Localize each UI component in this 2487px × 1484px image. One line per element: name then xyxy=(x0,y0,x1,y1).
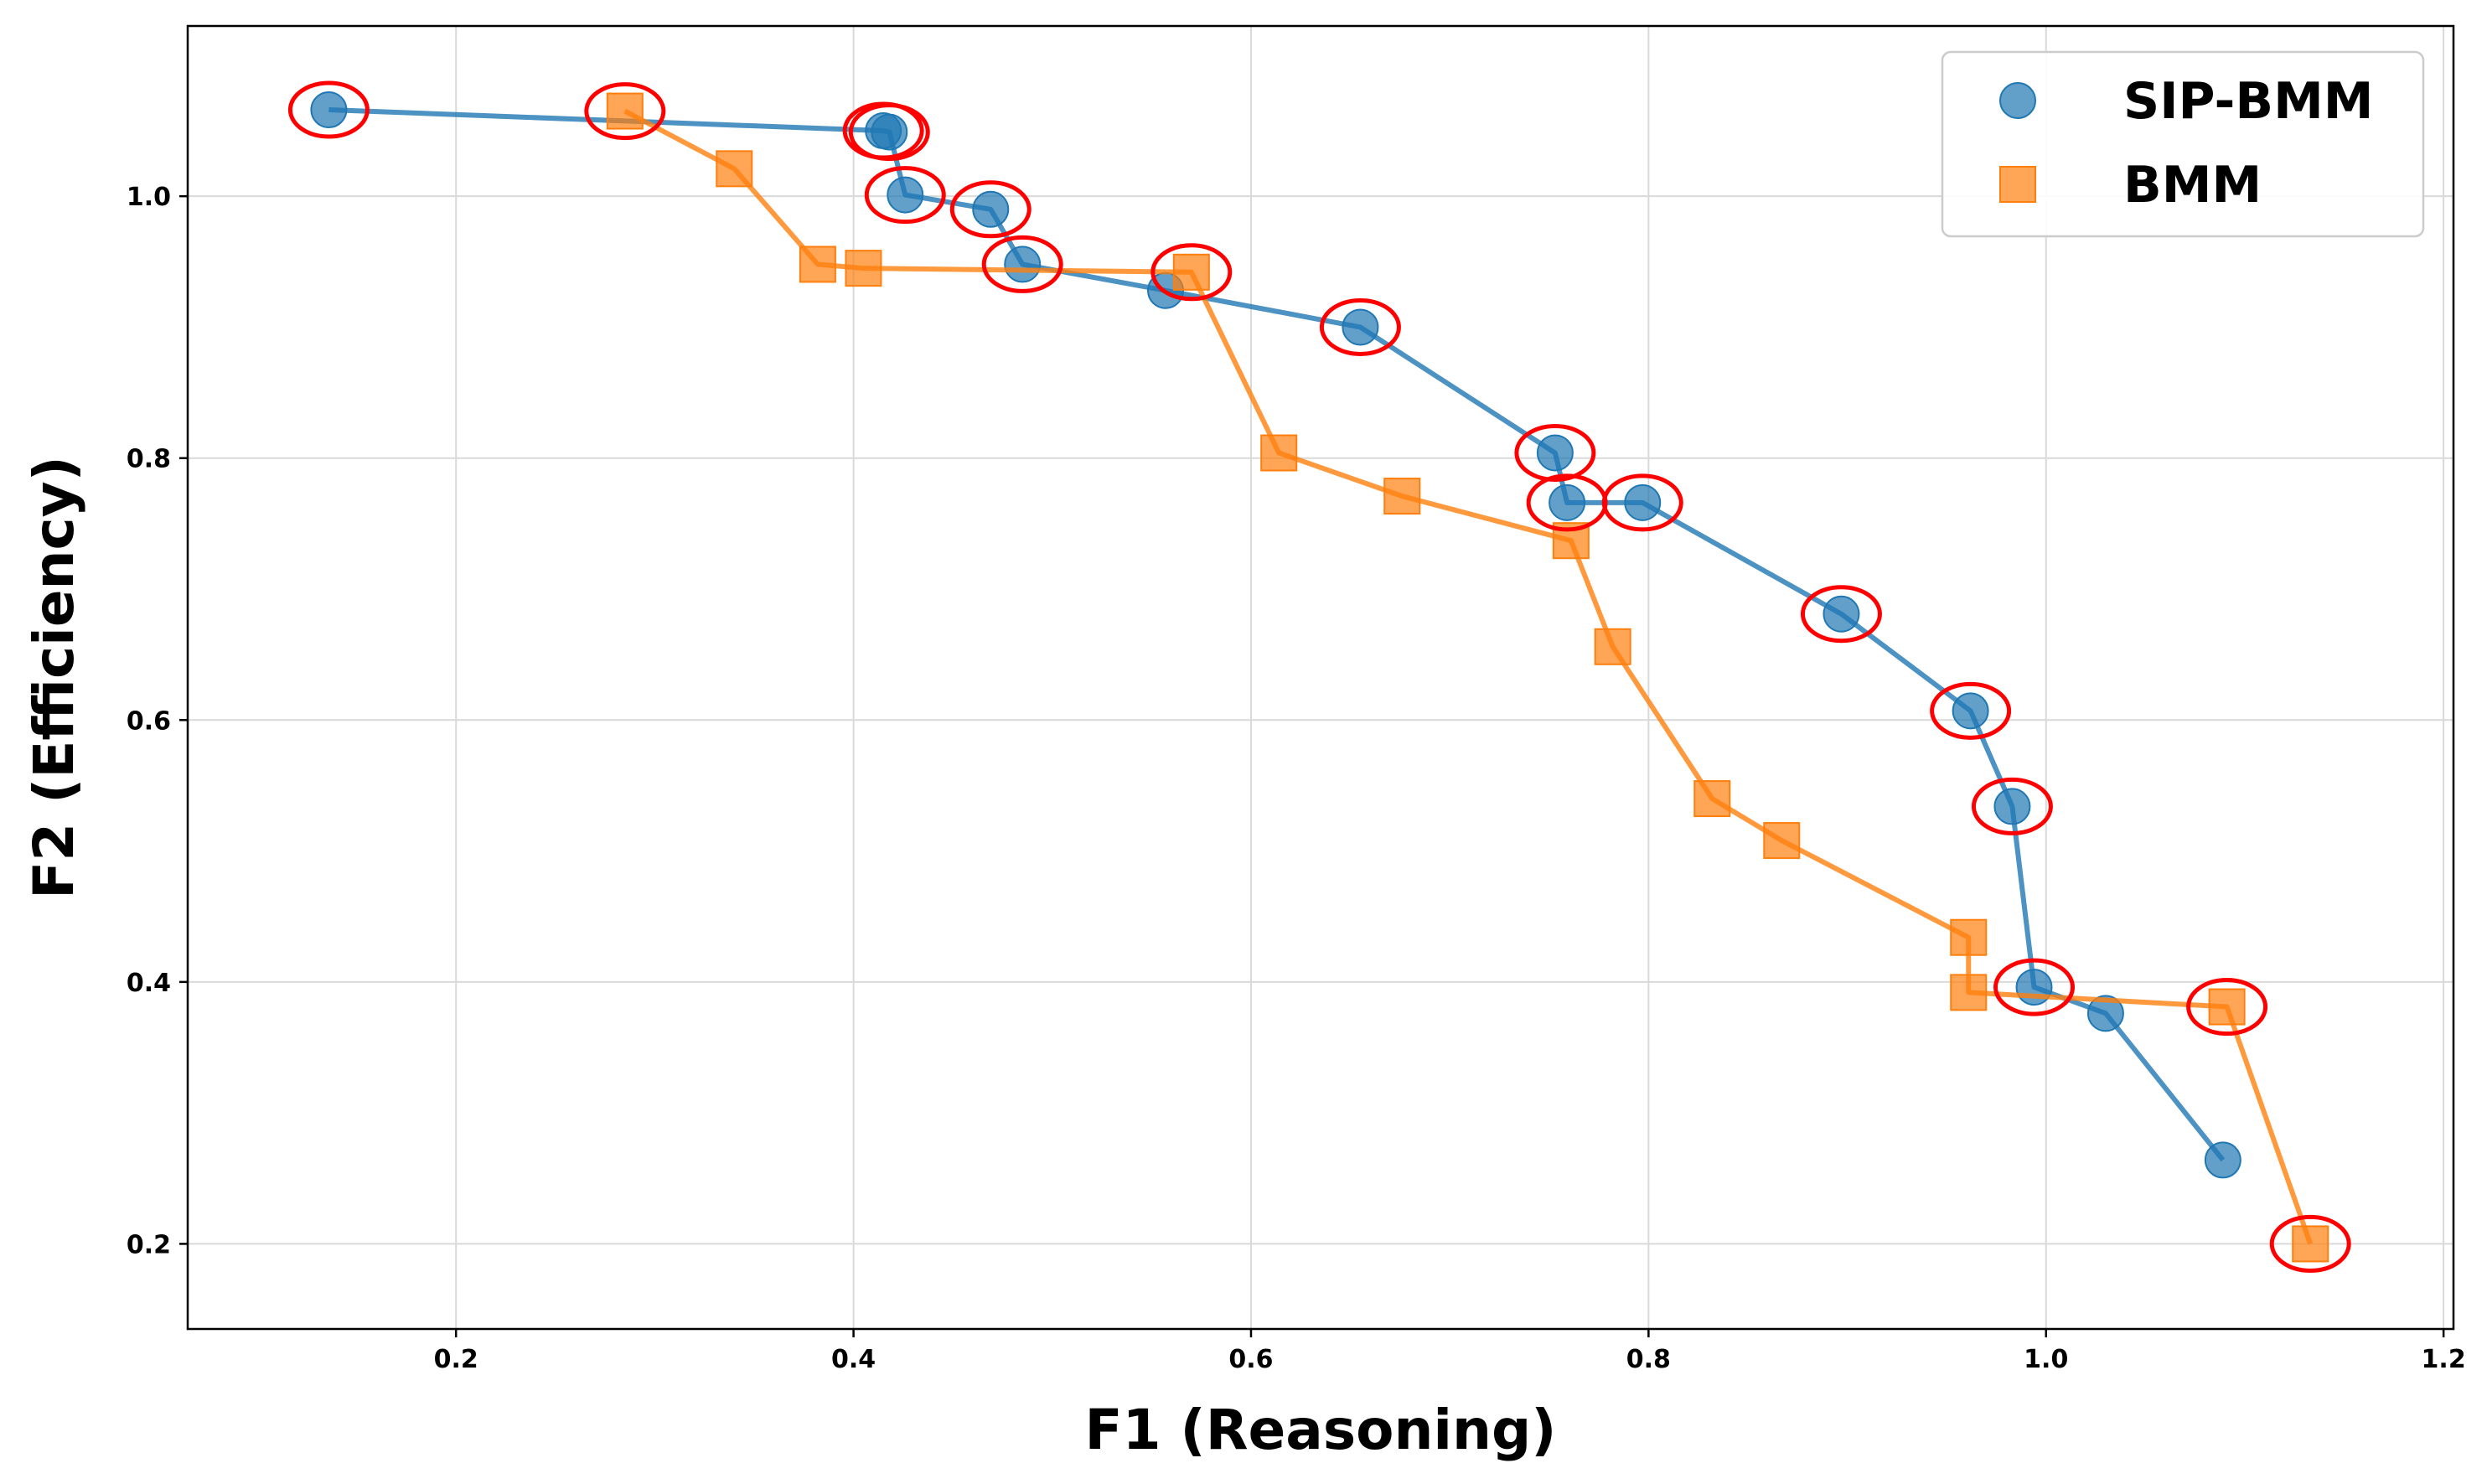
x-tick-label: 0.6 xyxy=(1228,1345,1273,1374)
highlight-ellipse xyxy=(287,80,370,139)
highlight-ellipse xyxy=(1514,423,1596,482)
bmm-point xyxy=(1594,628,1631,665)
bmm-point xyxy=(606,92,644,130)
bmm-point xyxy=(1172,253,1210,291)
sip-bmm-point xyxy=(1004,246,1042,283)
highlight-ellipse xyxy=(848,103,930,162)
y-tick-label: 0.6 xyxy=(127,706,171,736)
sip-bmm-point xyxy=(2015,969,2053,1006)
sip-bmm-point xyxy=(1536,434,1574,472)
series-sip-bmm xyxy=(310,91,2241,1179)
highlight-ellipse xyxy=(1150,243,1233,302)
sip-bmm-point xyxy=(1624,483,1662,521)
series-layer xyxy=(310,91,2329,1263)
sip-bmm-point xyxy=(871,113,908,151)
highlight-ellipse xyxy=(1930,681,2012,740)
y-axis-title: F2 (Efficiency) xyxy=(22,456,86,899)
y-tick-label: 0.4 xyxy=(127,969,171,998)
highlight-ellipse xyxy=(981,235,1063,293)
bmm-point xyxy=(2292,1225,2329,1263)
legend-marker-bmm xyxy=(1999,166,2036,203)
highlight-ellipse xyxy=(1800,585,1882,644)
x-tick-label: 0.4 xyxy=(831,1345,876,1374)
sip-bmm-point xyxy=(310,91,348,129)
x-tick-label: 1.0 xyxy=(2024,1345,2068,1374)
x-tick-label: 1.2 xyxy=(2422,1345,2466,1374)
sip-bmm-point xyxy=(887,176,924,214)
highlight-ellipse xyxy=(584,82,666,141)
bmm-point xyxy=(716,150,753,188)
highlight-ellipse xyxy=(1601,473,1683,532)
sip-bmm-point xyxy=(2086,995,2124,1032)
bmm-point xyxy=(1383,478,1421,515)
highlight-layer xyxy=(287,80,2351,1273)
grid xyxy=(188,26,2453,1329)
sip-bmm-line xyxy=(328,107,2226,1162)
sip-bmm-point xyxy=(1823,595,1860,633)
axis-ticks: 0.2 0.4 0.6 0.8 1.0 1.2 0.2 0.4 0.6 0.8 1.0 xyxy=(127,183,2466,1374)
highlight-ellipse xyxy=(2269,1214,2351,1273)
legend-marker-sip-bmm xyxy=(1999,82,2036,119)
bmm-point xyxy=(1260,434,1298,472)
bmm-point xyxy=(1763,822,1801,860)
highlight-ellipse xyxy=(949,180,1032,239)
series-bmm xyxy=(606,92,2329,1263)
x-tick-label: 0.8 xyxy=(1626,1345,1671,1374)
bmm-point xyxy=(799,246,836,283)
x-tick-label: 0.2 xyxy=(434,1345,478,1374)
y-tick-label: 0.8 xyxy=(127,445,171,474)
sip-bmm-point xyxy=(1342,308,1379,346)
highlight-ellipse xyxy=(1993,958,2076,1016)
sip-bmm-point xyxy=(1549,483,1586,521)
bmm-point xyxy=(2208,988,2246,1026)
legend-label-bmm: BMM xyxy=(2123,156,2262,215)
plot-frame xyxy=(186,24,2455,1331)
bmm-point xyxy=(845,250,882,287)
sip-bmm-point xyxy=(1993,788,2031,825)
highlight-ellipse xyxy=(1319,297,1401,356)
sip-bmm-point xyxy=(1952,692,1989,730)
bmm-point xyxy=(1950,974,1988,1011)
highlight-ellipse xyxy=(2186,978,2268,1037)
legend-label-sip-bmm: SIP-BMM xyxy=(2123,72,2374,131)
legend-frame xyxy=(1941,50,2425,238)
y-tick-label: 0.2 xyxy=(127,1230,171,1259)
bmm-point xyxy=(1950,918,1988,956)
x-axis-title: F1 (Reasoning) xyxy=(1085,1398,1557,1462)
sip-bmm-point xyxy=(972,190,1010,228)
sip-bmm-point xyxy=(2204,1141,2241,1179)
highlight-ellipse xyxy=(1971,777,2053,835)
highlight-ellipse xyxy=(864,166,946,225)
bmm-point xyxy=(1693,780,1731,818)
legend: SIP-BMM BMM xyxy=(1941,50,2425,238)
y-tick-label: 1.0 xyxy=(127,183,171,212)
